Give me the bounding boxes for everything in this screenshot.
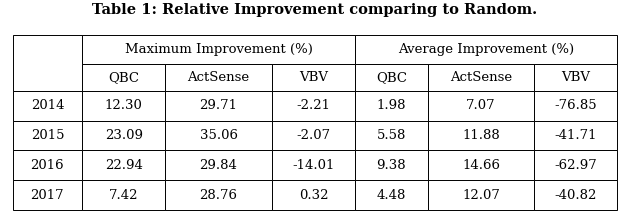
Text: 2015: 2015 (31, 129, 64, 142)
Text: QBC: QBC (375, 71, 407, 84)
Bar (13, 180, 82, 210)
Text: 2017: 2017 (31, 188, 64, 202)
Bar (82, 151, 165, 180)
Text: 23.09: 23.09 (105, 129, 142, 142)
Bar (355, 180, 428, 210)
Bar (165, 64, 272, 91)
Bar (165, 91, 272, 121)
Bar (165, 151, 272, 180)
Text: 1.98: 1.98 (377, 99, 406, 112)
Text: 0.32: 0.32 (299, 188, 328, 202)
Text: Average Improvement (%): Average Improvement (%) (398, 43, 574, 56)
Bar (534, 180, 617, 210)
Bar (82, 91, 165, 121)
Text: 28.76: 28.76 (200, 188, 238, 202)
Bar (272, 64, 355, 91)
Text: ActSense: ActSense (450, 71, 512, 84)
Bar (534, 64, 617, 91)
Bar (355, 91, 428, 121)
Text: -62.97: -62.97 (554, 159, 597, 172)
Bar (534, 151, 617, 180)
Text: 12.07: 12.07 (462, 188, 500, 202)
Bar (272, 180, 355, 210)
Bar (82, 180, 165, 210)
Bar (534, 121, 617, 151)
Bar (355, 121, 428, 151)
Text: -40.82: -40.82 (554, 188, 597, 202)
Bar (272, 151, 355, 180)
Bar (355, 35, 617, 64)
Bar (82, 121, 165, 151)
Text: -41.71: -41.71 (554, 129, 597, 142)
Text: VBV: VBV (561, 71, 590, 84)
Bar (13, 91, 82, 121)
Text: -14.01: -14.01 (292, 159, 335, 172)
Bar (355, 151, 428, 180)
Text: 29.84: 29.84 (200, 159, 238, 172)
Text: 7.42: 7.42 (109, 188, 139, 202)
Text: 35.06: 35.06 (200, 129, 238, 142)
Text: Maximum Improvement (%): Maximum Improvement (%) (125, 43, 312, 56)
Text: QBC: QBC (108, 71, 139, 84)
Text: 11.88: 11.88 (462, 129, 500, 142)
Bar (272, 121, 355, 151)
Bar (355, 64, 428, 91)
Text: VBV: VBV (299, 71, 328, 84)
Text: 7.07: 7.07 (466, 99, 496, 112)
Text: Table 1: Relative Improvement comparing to Random.: Table 1: Relative Improvement comparing … (93, 3, 537, 17)
Bar (13, 151, 82, 180)
Bar (13, 121, 82, 151)
Text: -2.07: -2.07 (296, 129, 331, 142)
Text: 5.58: 5.58 (377, 129, 406, 142)
Text: 2016: 2016 (31, 159, 64, 172)
Bar (428, 180, 534, 210)
Text: 29.71: 29.71 (200, 99, 238, 112)
Bar (82, 64, 165, 91)
Bar (165, 180, 272, 210)
Text: 2014: 2014 (31, 99, 64, 112)
Bar (165, 121, 272, 151)
Text: 14.66: 14.66 (462, 159, 500, 172)
Text: ActSense: ActSense (188, 71, 249, 84)
Bar (534, 91, 617, 121)
Bar (82, 35, 355, 64)
Text: 12.30: 12.30 (105, 99, 142, 112)
Bar (13, 35, 82, 91)
Bar (428, 151, 534, 180)
Bar (428, 91, 534, 121)
Bar (428, 121, 534, 151)
Text: 22.94: 22.94 (105, 159, 142, 172)
Text: -2.21: -2.21 (297, 99, 330, 112)
Bar (272, 91, 355, 121)
Text: -76.85: -76.85 (554, 99, 597, 112)
Text: 4.48: 4.48 (377, 188, 406, 202)
Bar (428, 64, 534, 91)
Text: 9.38: 9.38 (377, 159, 406, 172)
